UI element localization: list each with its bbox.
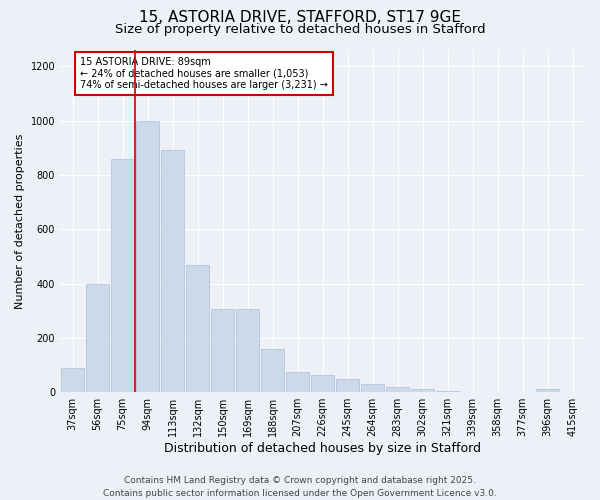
Bar	[436, 391, 459, 392]
Bar	[311, 374, 334, 392]
Bar	[411, 390, 434, 392]
Bar	[286, 372, 309, 392]
Bar	[536, 390, 559, 392]
X-axis label: Distribution of detached houses by size in Stafford: Distribution of detached houses by size …	[164, 442, 481, 455]
Bar	[236, 310, 259, 392]
Bar	[111, 158, 134, 392]
Text: 15, ASTORIA DRIVE, STAFFORD, ST17 9GE: 15, ASTORIA DRIVE, STAFFORD, ST17 9GE	[139, 10, 461, 25]
Bar	[261, 349, 284, 392]
Y-axis label: Number of detached properties: Number of detached properties	[15, 134, 25, 309]
Text: Contains HM Land Registry data © Crown copyright and database right 2025.
Contai: Contains HM Land Registry data © Crown c…	[103, 476, 497, 498]
Bar	[211, 310, 234, 392]
Bar	[361, 384, 384, 392]
Bar	[136, 120, 159, 392]
Bar	[61, 368, 84, 392]
Bar	[336, 378, 359, 392]
Bar	[186, 264, 209, 392]
Bar	[161, 150, 184, 392]
Bar	[86, 284, 109, 392]
Text: Size of property relative to detached houses in Stafford: Size of property relative to detached ho…	[115, 22, 485, 36]
Bar	[386, 387, 409, 392]
Text: 15 ASTORIA DRIVE: 89sqm
← 24% of detached houses are smaller (1,053)
74% of semi: 15 ASTORIA DRIVE: 89sqm ← 24% of detache…	[80, 57, 328, 90]
